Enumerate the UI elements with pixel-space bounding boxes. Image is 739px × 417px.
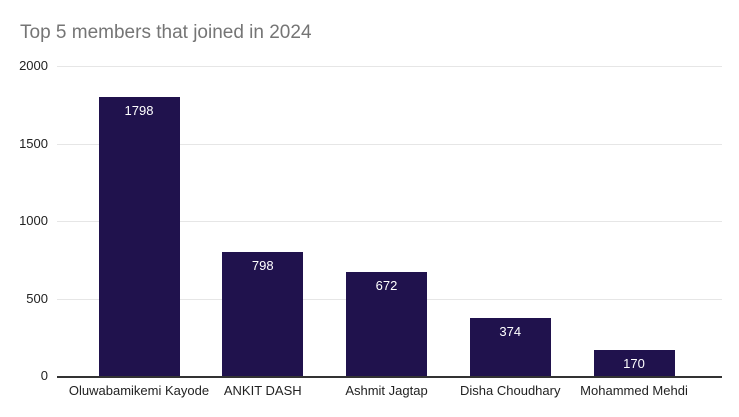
bar-value-label: 1798 (124, 103, 154, 119)
chart-title: Top 5 members that joined in 2024 (20, 22, 312, 43)
y-axis: 0 500 1000 1500 2000 (0, 0, 48, 417)
x-category-label: Oluwabamikemi Kayode (68, 383, 210, 398)
x-axis: Oluwabamikemi Kayode ANKIT DASH Ashmit Jag… (0, 383, 739, 403)
gridline (57, 221, 722, 222)
x-category-label: Ashmit Jagtap (345, 383, 428, 398)
bar[interactable]: 1798 (98, 97, 180, 376)
bar-value-label: 672 (375, 277, 398, 293)
gridline (57, 143, 722, 145)
y-tick-label: 1500 (19, 135, 48, 151)
bar[interactable]: 672 (346, 271, 427, 376)
bar-value-label: 170 (623, 355, 645, 371)
x-category-label: Disha Choudhary (460, 383, 561, 398)
x-category-label: Mohammed Mehdi (580, 383, 688, 398)
bar[interactable]: 170 (593, 349, 675, 376)
x-category-label: ANKIT DASH (223, 383, 302, 398)
bar-value-label: 374 (499, 324, 522, 340)
bar[interactable]: 374 (469, 318, 551, 376)
y-tick-label: 0 (40, 368, 48, 383)
bar-value-label: 798 (251, 258, 274, 274)
y-tick-label: 500 (26, 290, 48, 306)
y-tick-label: 1000 (19, 213, 48, 228)
y-tick-label: 2000 (19, 58, 48, 73)
bar[interactable]: 798 (222, 252, 304, 376)
gridline (57, 66, 722, 67)
plot-area: 1798 798 672 374 170 (57, 66, 722, 378)
